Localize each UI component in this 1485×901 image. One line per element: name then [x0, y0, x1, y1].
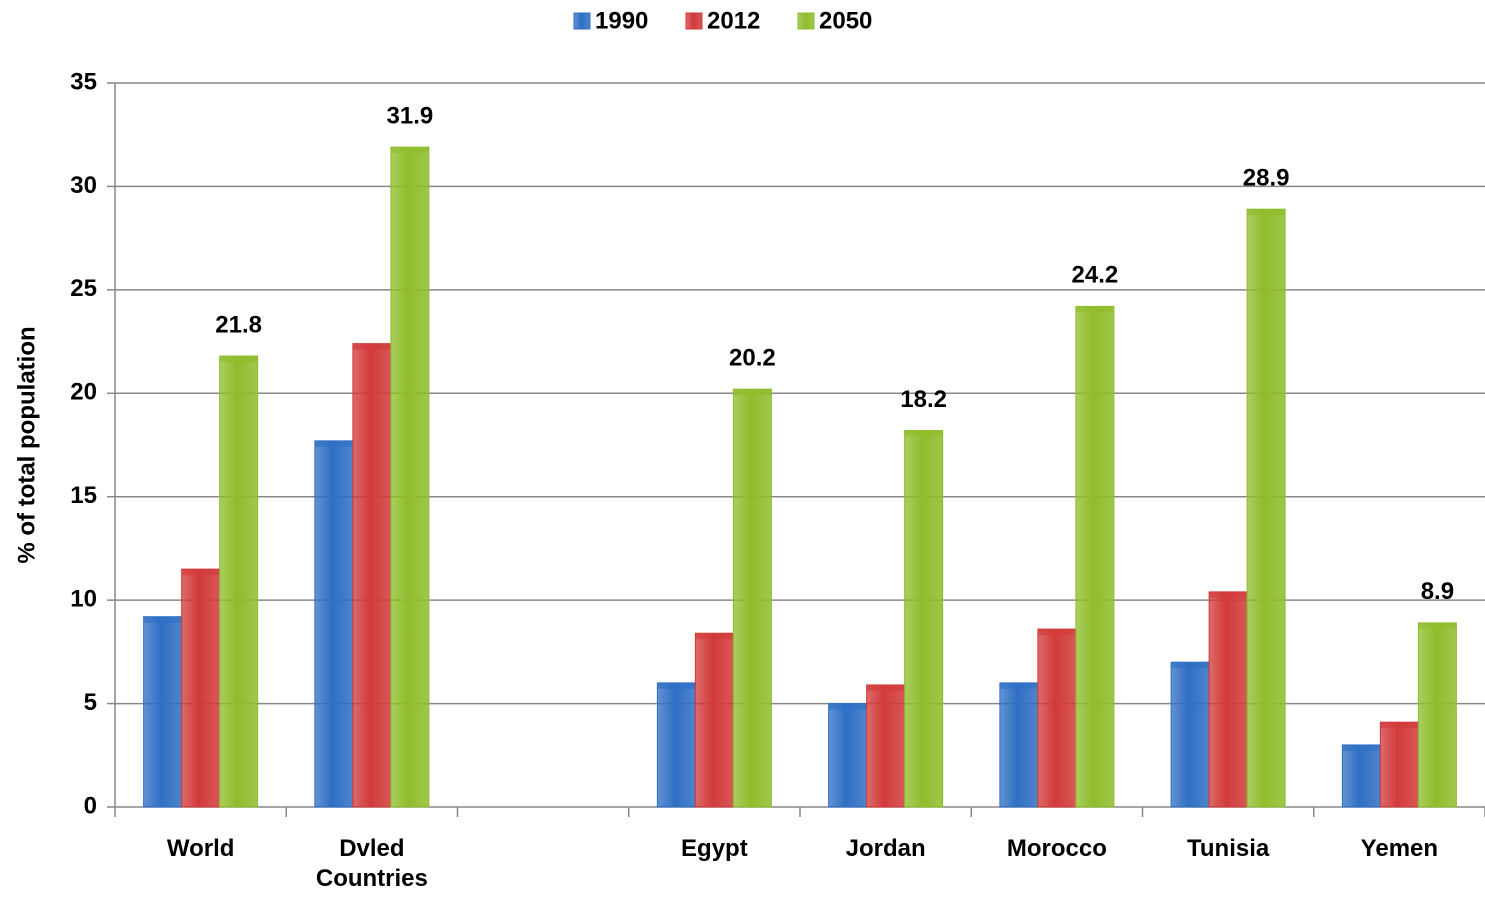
y-tick-label: 25 [70, 275, 97, 302]
data-label: 28.9 [1243, 165, 1290, 192]
y-tick-label: 35 [70, 68, 97, 95]
legend-label: 1990 [595, 7, 648, 34]
bar-top [314, 440, 353, 447]
bar [1037, 628, 1077, 808]
x-tick-label: Egypt [681, 835, 748, 862]
bar [1379, 721, 1419, 808]
bar-top [657, 682, 696, 689]
bar [904, 430, 944, 808]
bar-top [181, 569, 220, 576]
bar-top [219, 356, 258, 363]
data-label: 31.9 [387, 102, 434, 129]
x-tick-label: Tunisia [1187, 835, 1270, 862]
data-label: 24.2 [1072, 262, 1119, 289]
bar-top [828, 703, 867, 710]
x-tick-label: Yemen [1360, 835, 1439, 862]
data-label: 8.9 [1421, 578, 1454, 605]
bar [143, 616, 183, 808]
bar-top [1209, 591, 1248, 598]
bar-top [733, 389, 772, 396]
bar [1417, 622, 1457, 808]
bar-top [1037, 629, 1076, 636]
y-tick-label: 5 [84, 689, 97, 716]
bar-top [143, 616, 182, 623]
bar [1208, 591, 1248, 808]
bar-top [352, 343, 391, 350]
legend-label: 2050 [819, 7, 872, 34]
bar [1170, 661, 1210, 808]
y-tick-label: 30 [70, 172, 97, 199]
data-label: 20.2 [729, 344, 776, 371]
x-tick-label: Dvled Countries [315, 835, 428, 892]
bar-top [1418, 622, 1457, 629]
x-tick-label: Morocco [1006, 835, 1107, 862]
legend-swatch [797, 12, 815, 30]
bar [219, 355, 259, 808]
data-label: 21.8 [215, 311, 262, 338]
bar [352, 343, 392, 808]
x-tick-label: Jordan [845, 835, 926, 862]
bar-top [390, 147, 429, 154]
y-axis-label: % of total population [13, 326, 40, 563]
bar-top [866, 684, 905, 691]
legend-swatch [573, 12, 591, 30]
bar-top [695, 633, 734, 640]
y-tick-label: 0 [84, 792, 97, 819]
bar [1075, 305, 1115, 808]
legend-swatch [685, 12, 703, 30]
bar [866, 684, 906, 808]
bar-top [904, 430, 943, 437]
bar [828, 703, 868, 808]
bar [1341, 744, 1381, 808]
bar [999, 682, 1039, 808]
y-tick-label: 20 [70, 379, 97, 406]
bar-top [999, 682, 1038, 689]
bar [694, 632, 734, 808]
x-tick-label: World [166, 835, 235, 862]
bar-top [1247, 209, 1286, 216]
bar [1246, 208, 1286, 808]
bar [314, 440, 354, 808]
y-tick-label: 10 [70, 585, 97, 612]
bar-top [1171, 662, 1210, 669]
bar-top [1380, 722, 1419, 729]
legend-label: 2012 [707, 7, 760, 34]
bar-top [1075, 306, 1114, 313]
data-label: 18.2 [900, 386, 947, 413]
bar-top [1342, 744, 1381, 751]
bar [181, 568, 221, 808]
bar [732, 388, 772, 808]
bar [390, 146, 430, 808]
y-tick-label: 15 [70, 482, 97, 509]
bar [656, 682, 696, 808]
